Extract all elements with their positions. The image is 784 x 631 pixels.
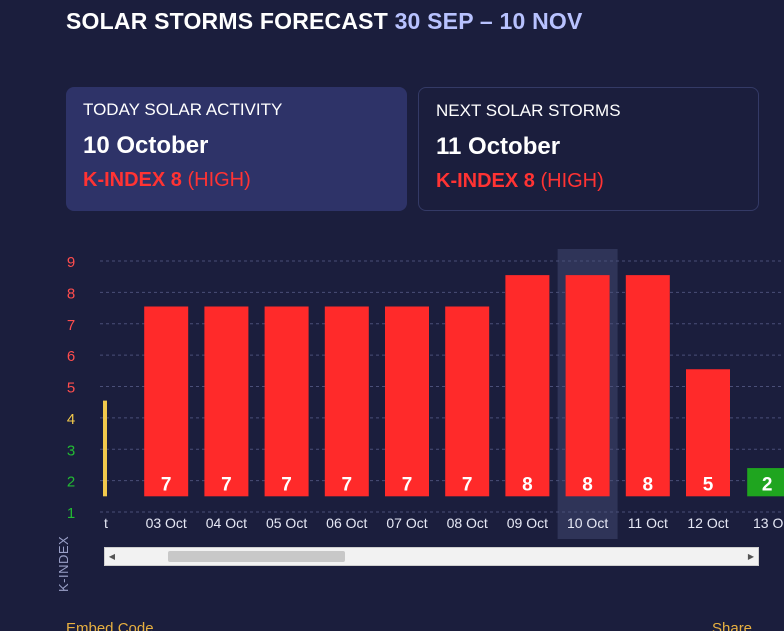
x-tick-label: 09 Oct [507,515,548,531]
y-tick-label: 8 [67,285,75,302]
y-axis-label: K-INDEX [56,535,71,592]
bar-value-label: 7 [402,474,413,495]
y-tick-label: 9 [67,254,75,271]
y-tick-label: 6 [67,348,75,365]
title-text: SOLAR STORMS FORECAST [66,8,388,34]
bar [686,369,730,497]
bar-value-label: 8 [582,474,593,495]
bar-value-label: 7 [342,474,353,495]
bar [103,400,107,497]
bar [505,275,550,497]
scrollbar-thumb[interactable] [168,551,345,562]
today-card-date: 10 October [83,132,209,159]
page-title: SOLAR STORMS FORECAST 30 SEP – 10 NOV [66,8,583,35]
today-card-kindex: K-INDEX 8 [83,169,182,191]
bar [445,306,490,497]
share-link[interactable]: Share [712,620,753,631]
next-card-level: (HIGH) [540,170,604,192]
x-tick-label: 08 Oct [447,515,488,531]
y-tick-label: 3 [67,442,75,459]
bar-value-label: 8 [522,474,533,495]
x-tick-label: 03 Oct [146,515,187,531]
y-tick-label: 4 [67,411,75,428]
next-storms-card: NEXT SOLAR STORMS 11 October K-INDEX 8 (… [418,87,759,211]
bar-value-label: 8 [643,474,654,495]
bar-value-label: 7 [462,474,473,495]
chart-horizontal-scrollbar[interactable]: ◀ ▶ [104,547,759,566]
x-tick-label: 11 Oct [628,515,668,531]
scroll-right-icon[interactable]: ▶ [747,552,755,561]
bar-value-label: 7 [281,474,292,495]
bar [204,306,249,497]
x-tick-label: 04 Oct [206,515,247,531]
x-tick-label: 05 Oct [266,515,307,531]
today-card-kindex-line: K-INDEX 8 (HIGH) [83,169,390,192]
bar [385,306,429,497]
bar [625,275,670,497]
next-card-kindex-line: K-INDEX 8 (HIGH) [436,170,741,193]
bar [324,306,369,497]
title-date-range: 30 SEP – 10 NOV [394,8,583,34]
bar [565,275,610,497]
x-tick-label: 13 O [753,515,783,531]
x-tick-label: 07 Oct [386,515,427,531]
scroll-left-icon[interactable]: ◀ [108,552,116,561]
bar-value-label: 2 [762,474,773,495]
bar-value-label: 5 [703,474,714,495]
bar [144,306,189,497]
y-tick-label: 2 [67,474,75,491]
y-tick-label: 5 [67,380,75,397]
x-tick-label: 06 Oct [326,515,367,531]
bar-value-label: 7 [161,474,172,495]
x-tick-label: 12 Oct [687,515,728,531]
bar [264,306,309,497]
today-card-level: (HIGH) [187,169,251,191]
kindex-bar-chart: 1 2 3 4 5 6 7 8 9 7 7 7 7 7 7 8 8 8 5 2 t 03 Oct 04 Oct 05 Oct 0… [67,249,784,539]
today-activity-card: TODAY SOLAR ACTIVITY 10 October K-INDEX … [66,87,407,211]
bar [747,468,784,497]
y-tick-label: 7 [67,317,75,334]
next-card-date: 11 October [436,133,561,160]
x-tick-label: t [104,515,108,531]
embed-code-link[interactable]: Embed Code [66,620,154,631]
next-card-kindex: K-INDEX 8 [436,170,535,192]
next-card-label: NEXT SOLAR STORMS [436,101,621,120]
x-tick-label: 10 Oct [567,515,608,531]
today-card-label: TODAY SOLAR ACTIVITY [83,100,283,119]
bar-value-label: 7 [221,474,232,495]
y-tick-label: 1 [67,505,75,522]
